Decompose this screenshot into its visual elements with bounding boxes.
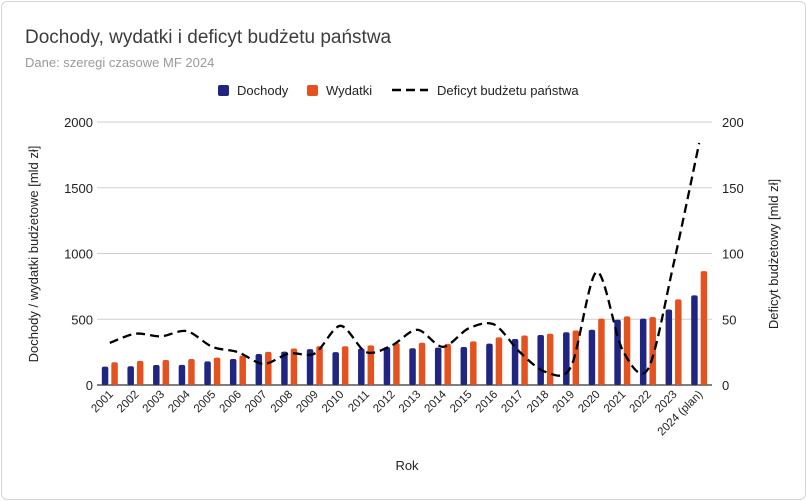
y-tick-label: 1000	[64, 247, 93, 262]
bar-wydatki-2023	[675, 299, 682, 385]
deficit-line-path	[109, 142, 701, 377]
legend-label-wydatki: Wydatki	[326, 83, 372, 98]
y-tick-label: 2000	[64, 115, 93, 130]
bar-wydatki-2007	[265, 351, 272, 385]
deficit-line	[109, 142, 701, 377]
bar-dochody-2002	[127, 366, 134, 385]
chart-title: Dochody, wydatki i deficyt budżetu państ…	[25, 27, 392, 48]
y2-tick-label: 50	[722, 312, 736, 327]
bar-wydatki-2024plan	[700, 271, 708, 385]
bar-dochody-2020	[588, 329, 596, 385]
bar-dochody-2024plan	[691, 295, 698, 385]
bar-wydatki-2015	[470, 341, 477, 385]
legend-swatch-wydatki	[307, 85, 318, 96]
chart-subtitle: Dane: szeregi czasowe MF 2024	[25, 55, 214, 70]
x-tick-label: 2012	[371, 389, 398, 416]
bar-wydatki-2002	[136, 360, 144, 385]
bar-wydatki-2006	[239, 355, 246, 385]
bar-wydatki-2004	[188, 358, 195, 385]
bar-dochody-2017	[511, 338, 519, 385]
x-tick-label: 2005	[192, 389, 219, 416]
x-tick-label: 2004	[166, 388, 193, 415]
x-tick-label: 2001	[89, 389, 116, 416]
legend-swatch-dochody	[218, 85, 229, 96]
bar-wydatki-2013	[418, 342, 426, 385]
bar-wydatki-2016	[495, 337, 503, 385]
x-tick-label: 2016	[474, 389, 501, 416]
bar-dochody-2010	[332, 352, 339, 385]
x-tick-label: 2010	[320, 389, 347, 416]
x-tick-label: 2019	[551, 389, 578, 416]
legend-label-dochody: Dochody	[237, 83, 289, 98]
bar-dochody-2008	[281, 351, 288, 385]
y2-tick-label: 200	[722, 115, 744, 130]
x-tick-label: 2013	[397, 389, 424, 416]
bar-wydatki-2017	[521, 335, 528, 385]
bar-dochody-2013	[409, 348, 416, 385]
bar-dochody-2018	[537, 335, 544, 385]
bar-wydatki-2011	[367, 345, 375, 385]
bar-wydatki-2022	[649, 317, 656, 385]
bar-wydatki-2008	[290, 348, 298, 385]
y-axis-label: Dochody / wydatki budżetowe [mld zł]	[26, 146, 41, 363]
bar-wydatki-2014	[444, 343, 451, 385]
bar-wydatki-2020	[598, 318, 605, 385]
x-tick-label: 2009	[294, 389, 321, 416]
y-tick-label: 500	[71, 312, 93, 327]
bar-wydatki-2018	[546, 333, 554, 385]
bar-dochody-2023	[665, 309, 673, 385]
y-axis-right: 0 50 100 150 200	[722, 115, 744, 393]
bar-dochody-2022	[639, 318, 647, 385]
bar-dochody-2007	[255, 353, 263, 385]
legend-label-deficyt: Deficyt budżetu państwa	[437, 83, 579, 98]
x-tick-label: 2015	[448, 389, 475, 416]
bar-dochody-2014	[434, 347, 442, 385]
x-axis-label: Rok	[395, 458, 419, 473]
bar-dochody-2019	[563, 332, 570, 385]
bar-dochody-2015	[460, 346, 468, 385]
x-tick-label: 2017	[499, 389, 526, 416]
bar-wydatki-2005	[213, 357, 221, 385]
bar-wydatki-2001	[111, 362, 118, 385]
y2-tick-label: 0	[722, 378, 729, 393]
y2-tick-label: 100	[722, 247, 744, 262]
bar-wydatki-2009	[316, 346, 323, 385]
bars	[101, 271, 708, 385]
x-axis: 2001 2002 2003 2004 2005 2006 2007 2008 2009 2010…	[89, 388, 705, 438]
bar-dochody-2009	[306, 349, 314, 385]
y-axis-left: 0 500 1000 1500 2000	[64, 115, 93, 393]
y-tick-label: 0	[86, 378, 93, 393]
bar-wydatki-2003	[162, 360, 170, 385]
x-tick-label: 2014	[422, 388, 449, 415]
x-tick-label: 2003	[141, 389, 168, 416]
y2-tick-label: 150	[722, 181, 744, 196]
bar-dochody-2004	[178, 364, 186, 385]
x-tick-label: 2002	[115, 389, 142, 416]
y2-axis-label: Deficyt budżetowy [mld zł]	[766, 179, 781, 329]
bar-dochody-2001	[101, 366, 109, 385]
bar-wydatki-2010	[341, 346, 349, 385]
x-tick-label: 2006	[217, 389, 244, 416]
bar-dochody-2003	[153, 365, 160, 385]
bar-dochody-2005	[204, 361, 211, 385]
gridlines	[97, 121, 712, 386]
x-tick-label: 2008	[269, 389, 296, 416]
bar-wydatki-2012	[393, 343, 400, 385]
bar-dochody-2006	[229, 358, 237, 385]
x-tick-label: 2021	[602, 389, 629, 416]
bar-dochody-2011	[358, 348, 365, 385]
x-tick-label: 2007	[243, 389, 270, 416]
bar-dochody-2021	[614, 319, 621, 385]
y-tick-label: 1500	[64, 181, 93, 196]
bar-wydatki-2021	[623, 316, 631, 385]
bar-dochody-2012	[383, 347, 391, 385]
x-tick-label: 2022	[627, 389, 654, 416]
x-tick-label: 2020	[576, 389, 603, 416]
x-tick-label: 2018	[525, 389, 552, 416]
x-tick-label: 2011	[346, 389, 372, 415]
bar-dochody-2016	[486, 343, 493, 385]
legend: Dochody Wydatki Deficyt budżetu państwa	[218, 83, 579, 98]
